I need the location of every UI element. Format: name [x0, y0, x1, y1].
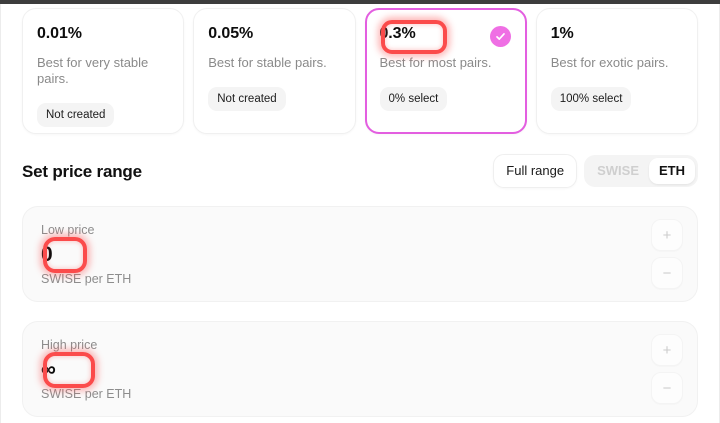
fee-tier-description: Best for exotic pairs. — [550, 55, 669, 70]
check-icon — [489, 26, 511, 47]
low-price-increment-button[interactable]: + — [651, 219, 683, 251]
fee-tier-percent: 1% — [550, 25, 574, 42]
high-price-decrement-button[interactable]: − — [651, 372, 683, 404]
page-left-rule — [0, 4, 1, 423]
liquidity-position-panel: 0.01% Best for very stable pairs. Not cr… — [0, 4, 720, 423]
high-price-stepper: + − — [651, 334, 683, 404]
fee-tier-card-0-01[interactable]: 0.01% Best for very stable pairs. Not cr… — [22, 8, 185, 134]
page-title: Set price range — [22, 162, 142, 181]
fee-tier-percent: 0.01% — [37, 25, 82, 42]
fee-tier-card-0-3[interactable]: 0.3% Best for most pairs. 0% select — [364, 8, 527, 134]
high-price-unit: SWISE per ETH — [41, 387, 132, 401]
fee-tier-status-badge: Not created — [208, 87, 286, 111]
low-price-decrement-button[interactable]: − — [651, 257, 683, 289]
high-price-label: High price — [41, 338, 98, 352]
fee-tier-percent: 0.05% — [208, 25, 254, 42]
token-toggle-option-swise[interactable]: SWISE — [597, 163, 639, 178]
fee-tier-card-0-05[interactable]: 0.05% Best for stable pairs. Not created — [193, 8, 356, 134]
high-price-value[interactable]: ∞ — [41, 358, 56, 381]
high-price-increment-button[interactable]: + — [651, 334, 683, 366]
fee-tier-status-badge: 0% select — [379, 87, 448, 111]
window-top-strip — [0, 0, 720, 4]
low-price-input-box[interactable]: Low price 0 SWISE per ETH + − — [22, 206, 698, 302]
fee-tier-status-badge: Not created — [37, 103, 115, 127]
price-range-header: Set price range Full range SWISE ETH — [22, 154, 698, 194]
token-toggle[interactable]: SWISE ETH — [584, 155, 698, 187]
fee-tier-status-badge: 100% select — [550, 87, 632, 111]
fee-tier-list: 0.01% Best for very stable pairs. Not cr… — [22, 8, 698, 134]
low-price-label: Low price — [41, 223, 95, 237]
fee-tier-card-1[interactable]: 1% Best for exotic pairs. 100% select — [535, 8, 698, 134]
low-price-unit: SWISE per ETH — [41, 272, 132, 286]
fee-tier-description: Best for most pairs. — [379, 55, 492, 70]
low-price-stepper: + − — [651, 219, 683, 289]
full-range-button[interactable]: Full range — [493, 154, 578, 188]
fee-tier-percent: 0.3% — [379, 25, 416, 42]
low-price-value[interactable]: 0 — [41, 243, 53, 266]
fee-tier-description: Best for stable pairs. — [208, 55, 327, 70]
token-toggle-option-eth[interactable]: ETH — [649, 158, 695, 184]
fee-tier-description: Best for very stable pairs. — [37, 55, 149, 86]
price-range-controls: Full range SWISE ETH — [493, 154, 698, 188]
high-price-input-box[interactable]: High price ∞ SWISE per ETH + − — [22, 321, 698, 417]
